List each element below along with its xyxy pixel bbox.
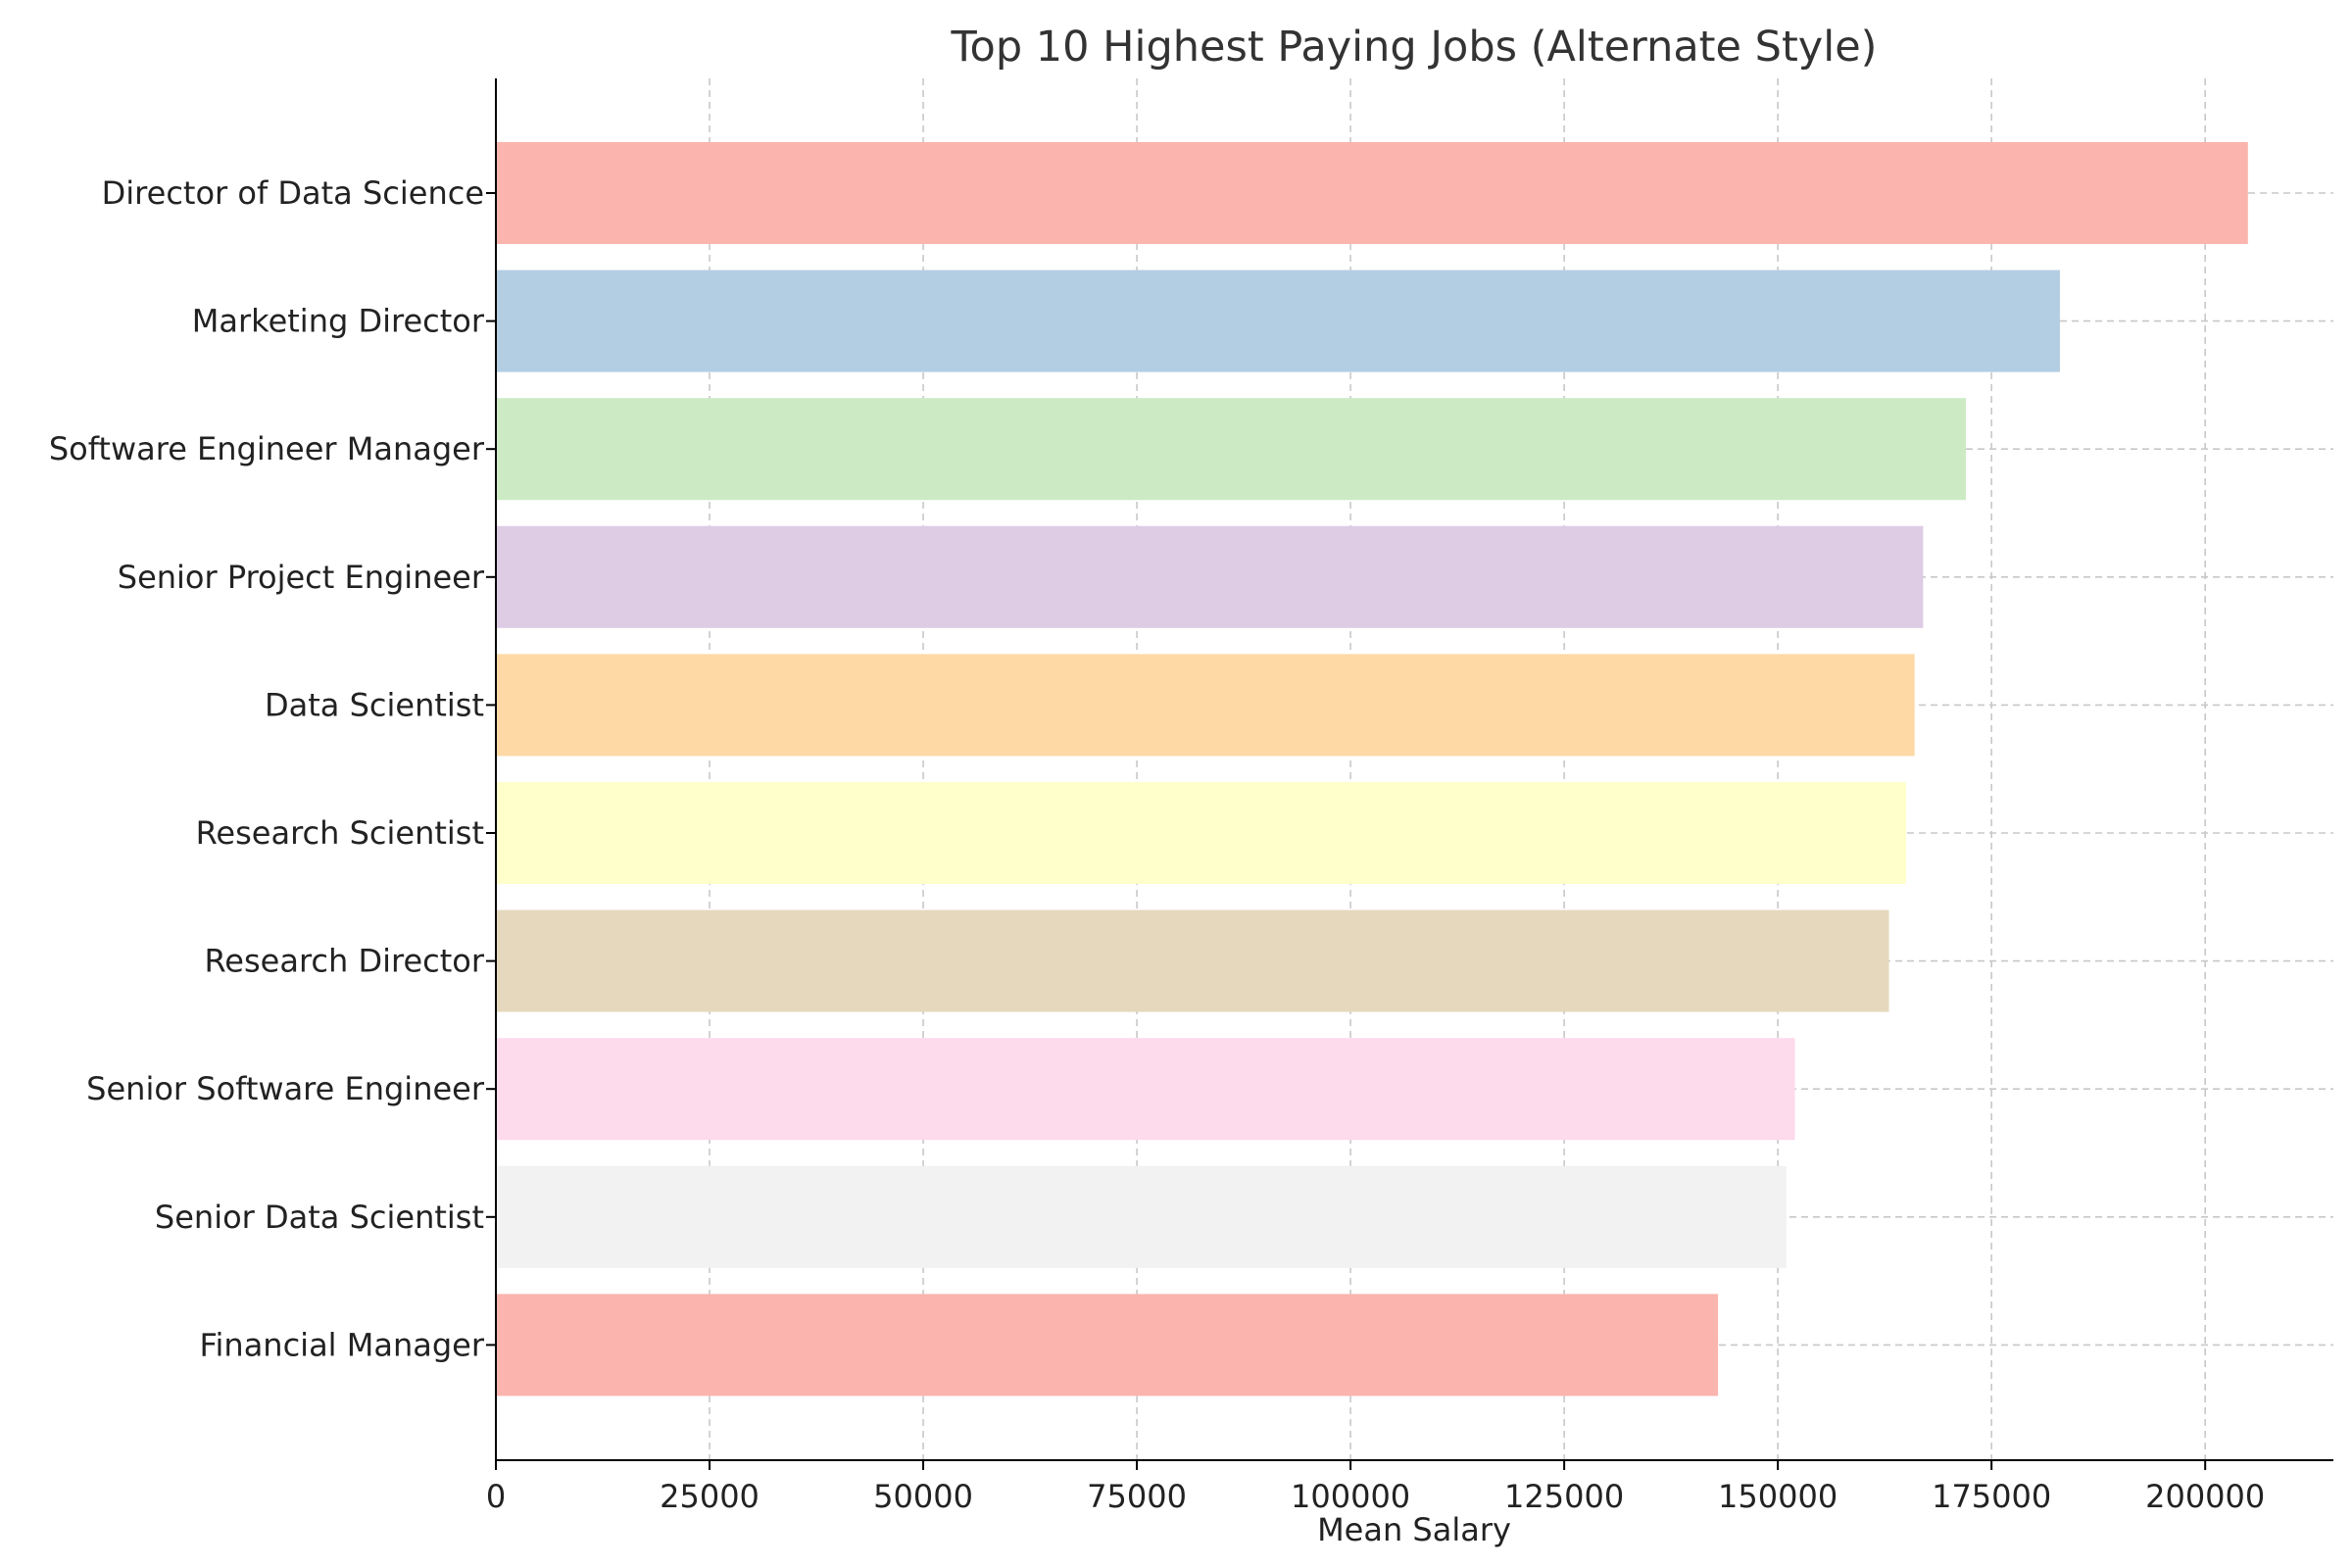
x-tick-label: 150000	[1718, 1478, 1838, 1515]
category-label: Data Scientist	[265, 686, 484, 723]
bar	[496, 270, 2060, 372]
category-label: Senior Software Engineer	[86, 1070, 485, 1107]
bar	[496, 909, 1889, 1012]
category-label: Senior Data Scientist	[155, 1199, 484, 1236]
bar	[496, 654, 1915, 757]
category-label: Research Director	[205, 943, 485, 980]
bar	[496, 1165, 1787, 1268]
x-tick-label: 125000	[1504, 1478, 1624, 1515]
category-label: Senior Project Engineer	[118, 559, 485, 596]
bar	[496, 1038, 1795, 1141]
bar	[496, 1294, 1719, 1396]
x-tick-label: 25000	[660, 1478, 760, 1515]
x-tick-label: 75000	[1087, 1478, 1187, 1515]
x-tick-labels: 0 25000 50000 75000 100000 125000 150000 175000…	[486, 1478, 2265, 1515]
bar	[496, 142, 2248, 244]
x-tick-label: 200000	[2145, 1478, 2265, 1515]
category-label: Financial Manager	[199, 1326, 484, 1363]
category-label: Research Scientist	[196, 814, 484, 852]
bars	[496, 142, 2248, 1396]
x-tick-label: 100000	[1291, 1478, 1410, 1515]
x-axis-label: Mean Salary	[1317, 1511, 1511, 1548]
x-tick-label: 50000	[873, 1478, 973, 1515]
category-label: Director of Data Science	[102, 174, 484, 212]
category-labels: Director of Data Science Marketing Direct…	[49, 174, 485, 1363]
axes	[486, 78, 2333, 1470]
chart-title: Top 10 Highest Paying Jobs (Alternate St…	[951, 23, 1878, 72]
bar	[496, 525, 1924, 628]
category-label: Software Engineer Manager	[49, 430, 485, 467]
bar	[496, 782, 1906, 884]
x-tick-label: 175000	[1932, 1478, 2051, 1515]
category-label: Marketing Director	[192, 303, 485, 340]
x-tick-label: 0	[486, 1478, 506, 1515]
bar	[496, 398, 1966, 501]
